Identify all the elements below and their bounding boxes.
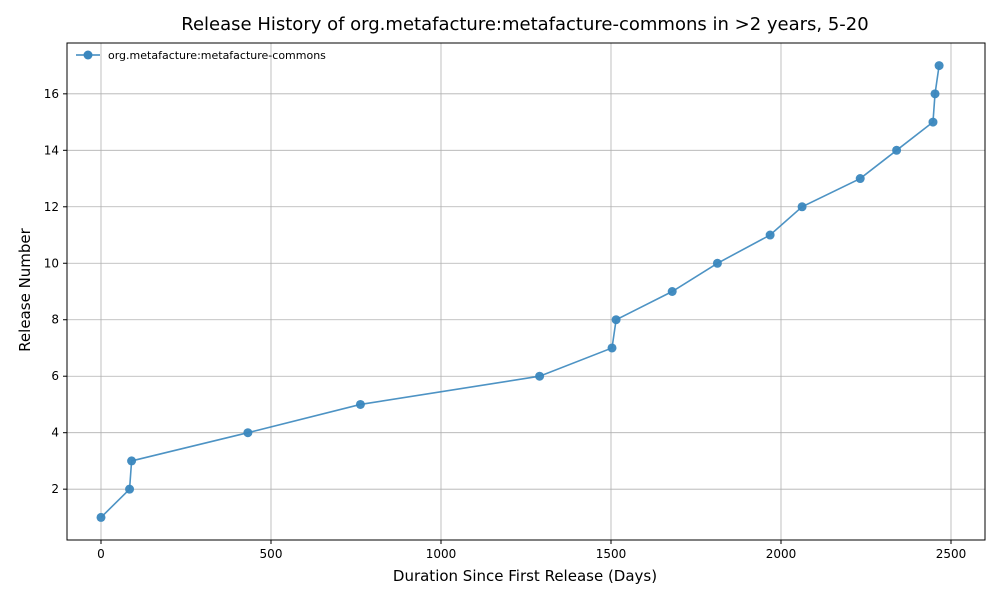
y-tick-label: 8: [51, 313, 59, 327]
data-point: [355, 399, 365, 409]
data-point: [611, 315, 621, 325]
data-point: [934, 61, 944, 71]
x-tick-label: 2500: [936, 547, 967, 561]
y-tick-label: 12: [44, 200, 59, 214]
y-tick-label: 16: [44, 87, 59, 101]
data-point: [535, 371, 545, 381]
x-tick-label: 500: [260, 547, 283, 561]
y-tick-label: 4: [51, 426, 59, 440]
x-tick-label: 1500: [596, 547, 627, 561]
data-point: [892, 145, 902, 155]
data-point: [667, 287, 677, 296]
x-tick-label: 0: [97, 547, 105, 561]
data-point: [712, 258, 722, 268]
y-tick-label: 2: [51, 482, 59, 496]
data-point: [930, 89, 940, 99]
y-tick-label: 6: [51, 369, 59, 383]
grid-lines: [67, 43, 985, 540]
x-tick-label: 1000: [426, 547, 457, 561]
y-axis-label: Release Number: [16, 227, 34, 351]
data-point: [607, 343, 617, 353]
chart-title: Release History of org.metafacture:metaf…: [181, 14, 868, 35]
series-layer: [96, 61, 944, 522]
data-point: [765, 230, 775, 240]
data-point: [125, 484, 135, 494]
data-point: [928, 117, 938, 127]
x-axis-ticks: 0 500 1000 1500 2000 2500: [97, 540, 966, 561]
y-tick-label: 10: [44, 256, 59, 270]
plot-frame: [66, 42, 986, 541]
y-axis-ticks: 2 4 6 8 10 12 14 16: [44, 87, 67, 496]
x-axis-label: Duration Since First Release (Days): [393, 567, 657, 585]
y-tick-label: 14: [44, 143, 59, 157]
data-point: [96, 512, 106, 522]
data-point: [797, 202, 807, 212]
x-tick-label: 2000: [766, 547, 797, 561]
data-point: [127, 456, 137, 466]
legend-entry: org.metafacture:metafacture-commons: [108, 49, 326, 62]
data-point: [243, 428, 253, 438]
legend: org.metafacture:metafacture-commons: [76, 49, 326, 62]
legend-point-marker: [83, 50, 93, 60]
data-point: [855, 174, 865, 184]
